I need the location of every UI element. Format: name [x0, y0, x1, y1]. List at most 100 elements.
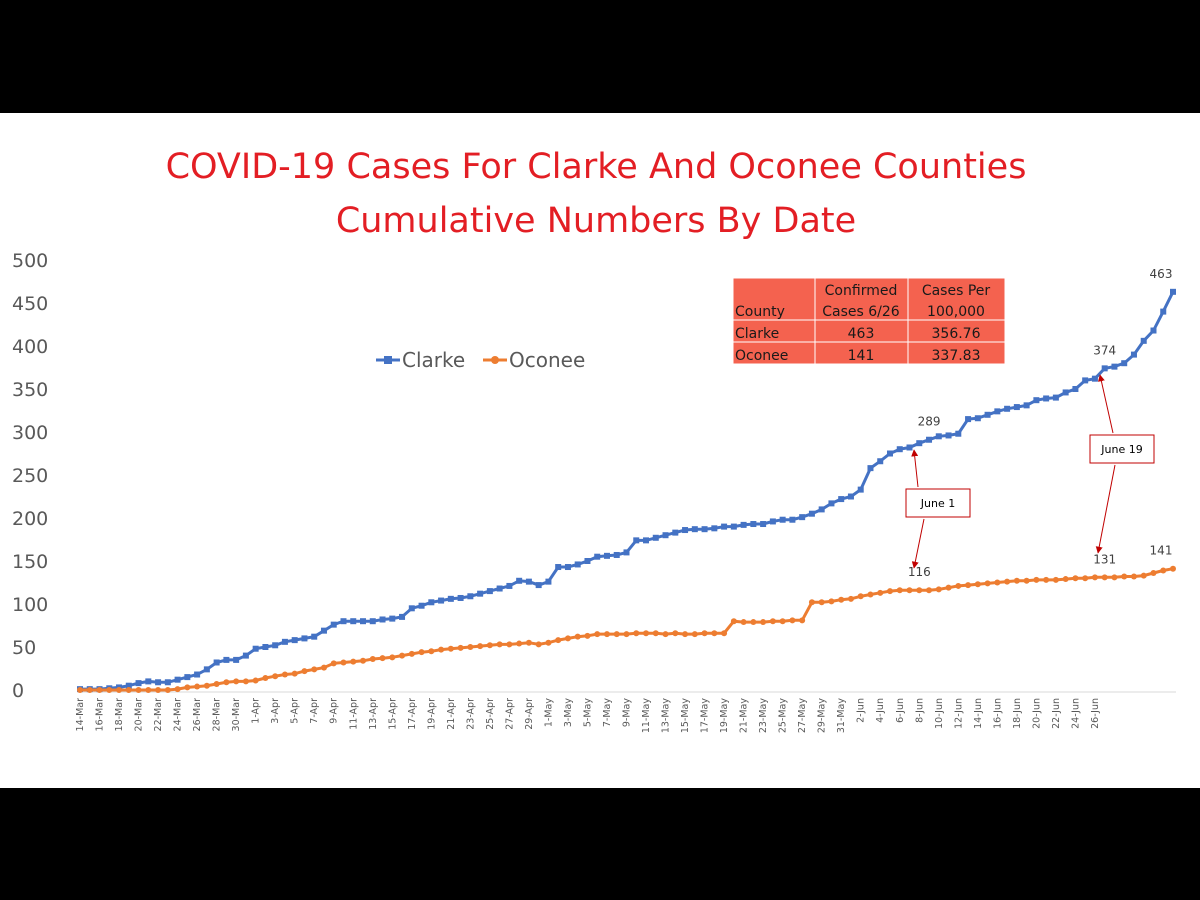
data-label: 131 [1093, 552, 1116, 566]
data-point-oconee [242, 678, 249, 685]
data-point-oconee [623, 631, 630, 638]
x-tick-label: 24-Jun [1070, 698, 1081, 729]
data-point-oconee [438, 646, 445, 653]
data-point-oconee [828, 598, 835, 605]
callout-arrow [911, 449, 919, 488]
data-point-clarke [1033, 397, 1040, 404]
x-tick-label: 21-Apr [446, 698, 457, 730]
x-tick-label: 26-Jun [1090, 698, 1101, 729]
legend-marker-oconee [491, 356, 499, 364]
data-point-clarke [721, 523, 728, 530]
data-point-oconee [194, 683, 201, 690]
data-point-clarke [867, 465, 874, 472]
data-point-clarke [740, 521, 747, 528]
data-point-oconee [789, 617, 796, 624]
data-point-clarke [477, 590, 484, 597]
data-point-oconee [574, 633, 581, 640]
data-point-oconee [399, 652, 406, 659]
data-point-clarke [789, 516, 796, 523]
callout-box [1089, 434, 1155, 464]
data-point-clarke [281, 638, 288, 645]
data-point-oconee [701, 630, 708, 637]
data-point-oconee [311, 666, 318, 673]
data-point-oconee [740, 619, 747, 626]
data-point-oconee [1150, 570, 1157, 577]
data-point-clarke [496, 585, 503, 592]
data-point-oconee [584, 632, 591, 639]
table-header-confirmed-date: Cases 6/26 [822, 304, 900, 320]
data-point-clarke [516, 577, 523, 584]
data-point-clarke [486, 588, 493, 595]
data-point-oconee [1101, 574, 1108, 581]
data-label: 141 [1150, 544, 1173, 558]
chart: COVID-19 Cases For Clarke And Oconee Cou… [12, 147, 1176, 734]
data-point-clarke [984, 411, 991, 418]
x-tick-label: 1-Apr [251, 698, 262, 724]
data-point-clarke [125, 682, 132, 689]
data-point-oconee [203, 682, 210, 689]
data-point-clarke [643, 537, 650, 544]
data-point-oconee [965, 582, 972, 589]
series-line-oconee [80, 567, 1174, 692]
data-point-oconee [974, 581, 981, 588]
x-tick-label: 14-Mar [75, 698, 86, 732]
table-header-per-capita: Cases Per [922, 283, 991, 299]
data-point-clarke [779, 516, 786, 523]
x-tick-label: 5-May [582, 698, 593, 727]
data-point-oconee [457, 644, 464, 651]
y-tick-label: 350 [12, 379, 48, 401]
data-point-clarke [750, 521, 757, 528]
x-tick-label: 26-Mar [192, 698, 203, 732]
data-point-clarke [906, 444, 913, 451]
y-axis: 0 50 100 150 200 250 300 350 400 450 500 [12, 250, 48, 702]
x-tick-label: 14-Jun [973, 698, 984, 729]
data-point-clarke [584, 558, 591, 564]
data-point-oconee [643, 630, 650, 637]
table-background [732, 277, 1006, 365]
data-point-oconee [769, 618, 776, 625]
data-point-oconee [233, 678, 240, 685]
x-tick-label: 6-Jun [895, 698, 906, 723]
data-point-oconee [564, 635, 571, 642]
x-tick-label: 19-Apr [426, 698, 437, 730]
data-point-clarke [535, 582, 542, 589]
x-tick-label: 19-May [719, 698, 730, 734]
data-point-oconee [886, 588, 893, 595]
data-point-clarke [603, 552, 610, 559]
data-point-clarke [682, 527, 689, 534]
chart-title: COVID-19 Cases For Clarke And Oconee Cou… [166, 147, 1027, 187]
data-point-clarke [330, 621, 337, 628]
data-point-clarke [1052, 394, 1059, 401]
data-point-oconee [750, 619, 757, 626]
data-point-clarke [262, 644, 269, 650]
legend-label-oconee: Oconee [509, 348, 585, 372]
data-point-clarke [506, 582, 513, 589]
data-point-oconee [1160, 567, 1167, 574]
data-point-oconee [1072, 575, 1079, 582]
x-tick-label: 7-Apr [309, 698, 320, 724]
data-point-oconee [867, 591, 874, 598]
y-tick-label: 500 [12, 250, 48, 272]
callout-box [905, 488, 971, 518]
data-point-oconee [213, 680, 220, 687]
data-point-clarke [818, 506, 825, 513]
data-point-oconee [1111, 574, 1118, 581]
data-point-oconee [711, 630, 718, 637]
data-point-oconee [1091, 574, 1098, 581]
x-tick-label: 8-Jun [914, 698, 925, 723]
data-point-oconee [857, 593, 864, 600]
data-point-oconee [799, 617, 806, 624]
x-tick-label: 17-May [700, 698, 711, 734]
data-point-clarke [769, 518, 776, 525]
chart-subtitle: Cumulative Numbers By Date [336, 201, 856, 241]
x-tick-label: 20-Jun [1031, 698, 1042, 729]
data-point-clarke [272, 642, 279, 649]
data-point-oconee [730, 618, 737, 625]
x-tick-label: 11-Apr [348, 698, 359, 730]
x-tick-label: 29-Apr [524, 698, 535, 730]
data-point-clarke [662, 532, 669, 539]
data-point-oconee [682, 631, 689, 638]
data-point-oconee [125, 687, 132, 693]
data-point-clarke [1150, 327, 1157, 334]
table-header-per-capita-base: 100,000 [927, 304, 985, 320]
